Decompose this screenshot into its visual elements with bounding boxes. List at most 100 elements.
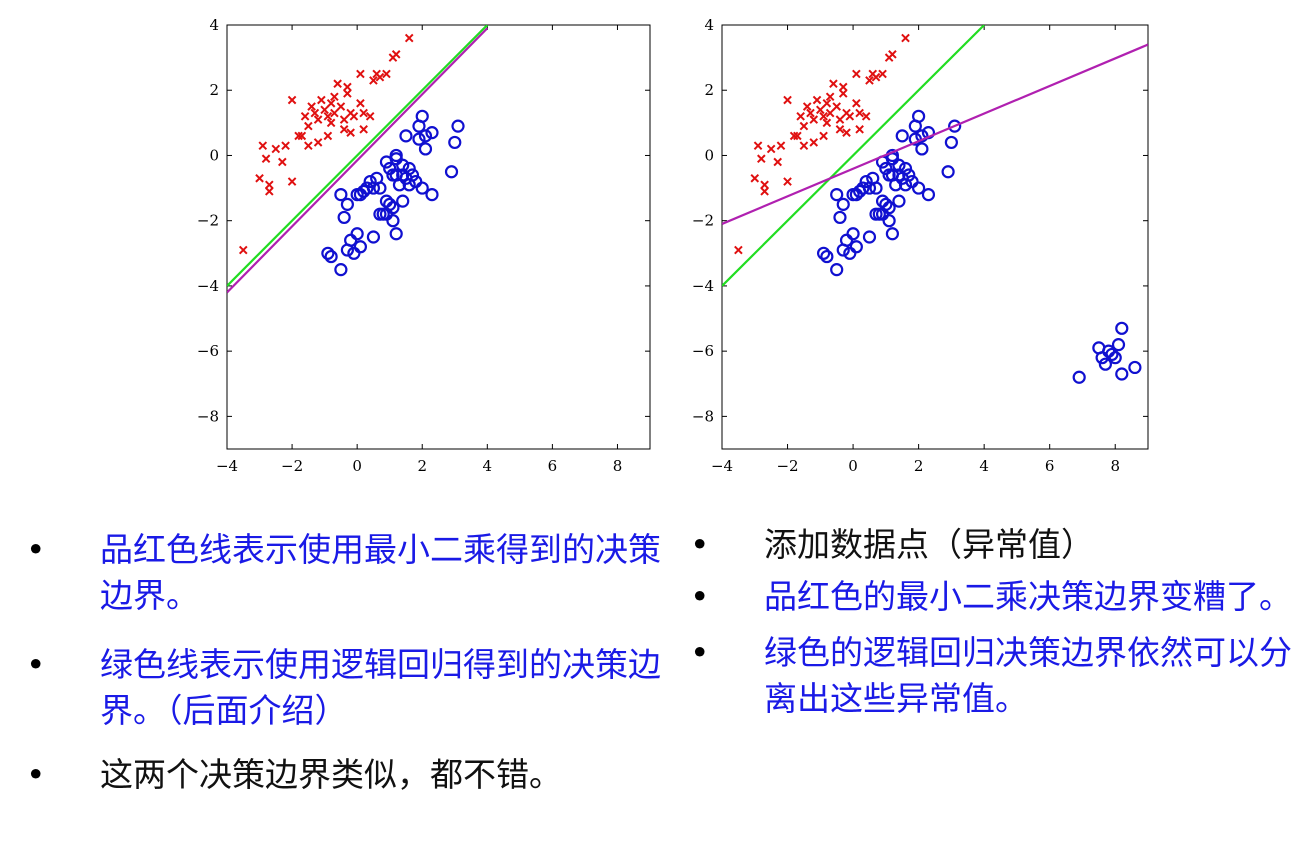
o-marker (836, 197, 850, 211)
o-marker (321, 246, 335, 260)
plot-area (722, 25, 1148, 384)
o-marker (418, 142, 433, 156)
x-marker (300, 112, 310, 121)
x-marker (333, 79, 342, 89)
x-marker (359, 125, 368, 134)
bullet-dot: • (26, 645, 46, 684)
x-marker (326, 118, 336, 128)
x-marker (404, 33, 414, 43)
o-marker (360, 181, 374, 195)
x-tick-label: 2 (914, 457, 924, 475)
x-marker (294, 131, 303, 141)
x-tick-label: 0 (352, 457, 362, 475)
o-marker (415, 109, 429, 123)
plot-area (227, 25, 489, 294)
o-marker (412, 132, 426, 146)
axes-frame (721, 24, 1149, 450)
x-marker (806, 108, 815, 118)
o-marker (1128, 360, 1142, 375)
o-marker (892, 168, 906, 182)
x-marker (297, 131, 307, 141)
x-marker (356, 69, 365, 79)
bullet-text: 这两个决策边界类似，都不错。 (100, 755, 562, 794)
bullet-item: • 绿色线表示使用逻辑回归得到的决策边界。（后面介绍） (0, 642, 680, 734)
x-marker (734, 245, 743, 255)
x-marker (304, 141, 313, 150)
x-marker (264, 187, 274, 196)
o-marker (1115, 367, 1129, 381)
o-marker (882, 201, 896, 215)
x-marker (375, 72, 385, 82)
x-marker (829, 79, 838, 89)
o-marker (389, 148, 403, 163)
o-marker (418, 129, 433, 143)
x-marker (391, 50, 401, 59)
x-marker (812, 95, 822, 105)
chart-svg: −4 −2 0 2 4 6 8 4 2 0 −2 −4 −6 −8 (197, 16, 651, 475)
o-marker (898, 161, 913, 176)
x-tick-label: −4 (711, 457, 733, 475)
x-marker (255, 173, 264, 183)
o-marker (895, 129, 909, 143)
x-marker (799, 121, 809, 131)
x-marker (835, 125, 845, 134)
x-marker (878, 69, 887, 79)
o-marker (892, 194, 906, 208)
x-marker (852, 69, 861, 79)
x-marker (799, 141, 809, 150)
x-marker (287, 177, 297, 186)
o-marker (396, 194, 410, 208)
o-marker (859, 174, 873, 189)
bullet-text: 绿色线表示使用逻辑回归得到的决策边界。（后面介绍） (100, 645, 661, 730)
x-marker (819, 131, 828, 141)
o-marker (383, 197, 397, 211)
o-marker (849, 240, 863, 254)
x-marker (365, 112, 375, 121)
x-marker (766, 144, 776, 154)
y-tick-label: −2 (197, 212, 219, 230)
o-marker (386, 214, 400, 228)
o-marker (892, 158, 906, 172)
o-marker (353, 240, 368, 254)
o-marker (833, 210, 847, 225)
o-marker (944, 135, 958, 150)
green-decision-boundary (722, 25, 985, 287)
x-tick-label: 2 (417, 457, 427, 475)
x-tick-label: 0 (848, 457, 858, 475)
x-tick-label: 4 (979, 457, 989, 475)
o-marker (875, 194, 890, 208)
x-marker (307, 102, 316, 111)
x-marker (760, 180, 769, 190)
x-marker (835, 115, 845, 124)
o-marker (334, 263, 348, 277)
x-marker (346, 128, 355, 137)
bullet-dot: • (690, 525, 710, 564)
o-marker (337, 210, 351, 225)
x-marker (313, 115, 323, 124)
o-marker (363, 174, 377, 189)
x-marker (261, 154, 271, 164)
x-marker (359, 108, 368, 118)
x-marker (796, 112, 805, 121)
x-marker (760, 187, 769, 196)
x-marker (809, 138, 819, 147)
scatter-plot-right: −4 −2 0 2 4 6 8 4 2 0 −2 −4 −6 −8 (665, 0, 1165, 490)
x-marker (753, 141, 763, 150)
o-marker (1072, 370, 1086, 384)
bullet-dot: • (690, 577, 710, 616)
o-marker (324, 249, 338, 264)
o-marker (405, 168, 420, 182)
o-marker (1111, 338, 1126, 352)
o-marker (846, 227, 860, 241)
x-marker (339, 125, 349, 134)
o-marker (849, 188, 863, 202)
x-tick-label: 6 (548, 457, 558, 475)
o-marker (1115, 321, 1129, 335)
bullet-dot: • (26, 530, 46, 569)
o-marker (948, 119, 962, 133)
o-marker (1102, 344, 1116, 358)
o-marker (902, 168, 916, 182)
o-marker (350, 227, 364, 241)
x-marker (852, 98, 861, 108)
x-marker (304, 121, 313, 131)
